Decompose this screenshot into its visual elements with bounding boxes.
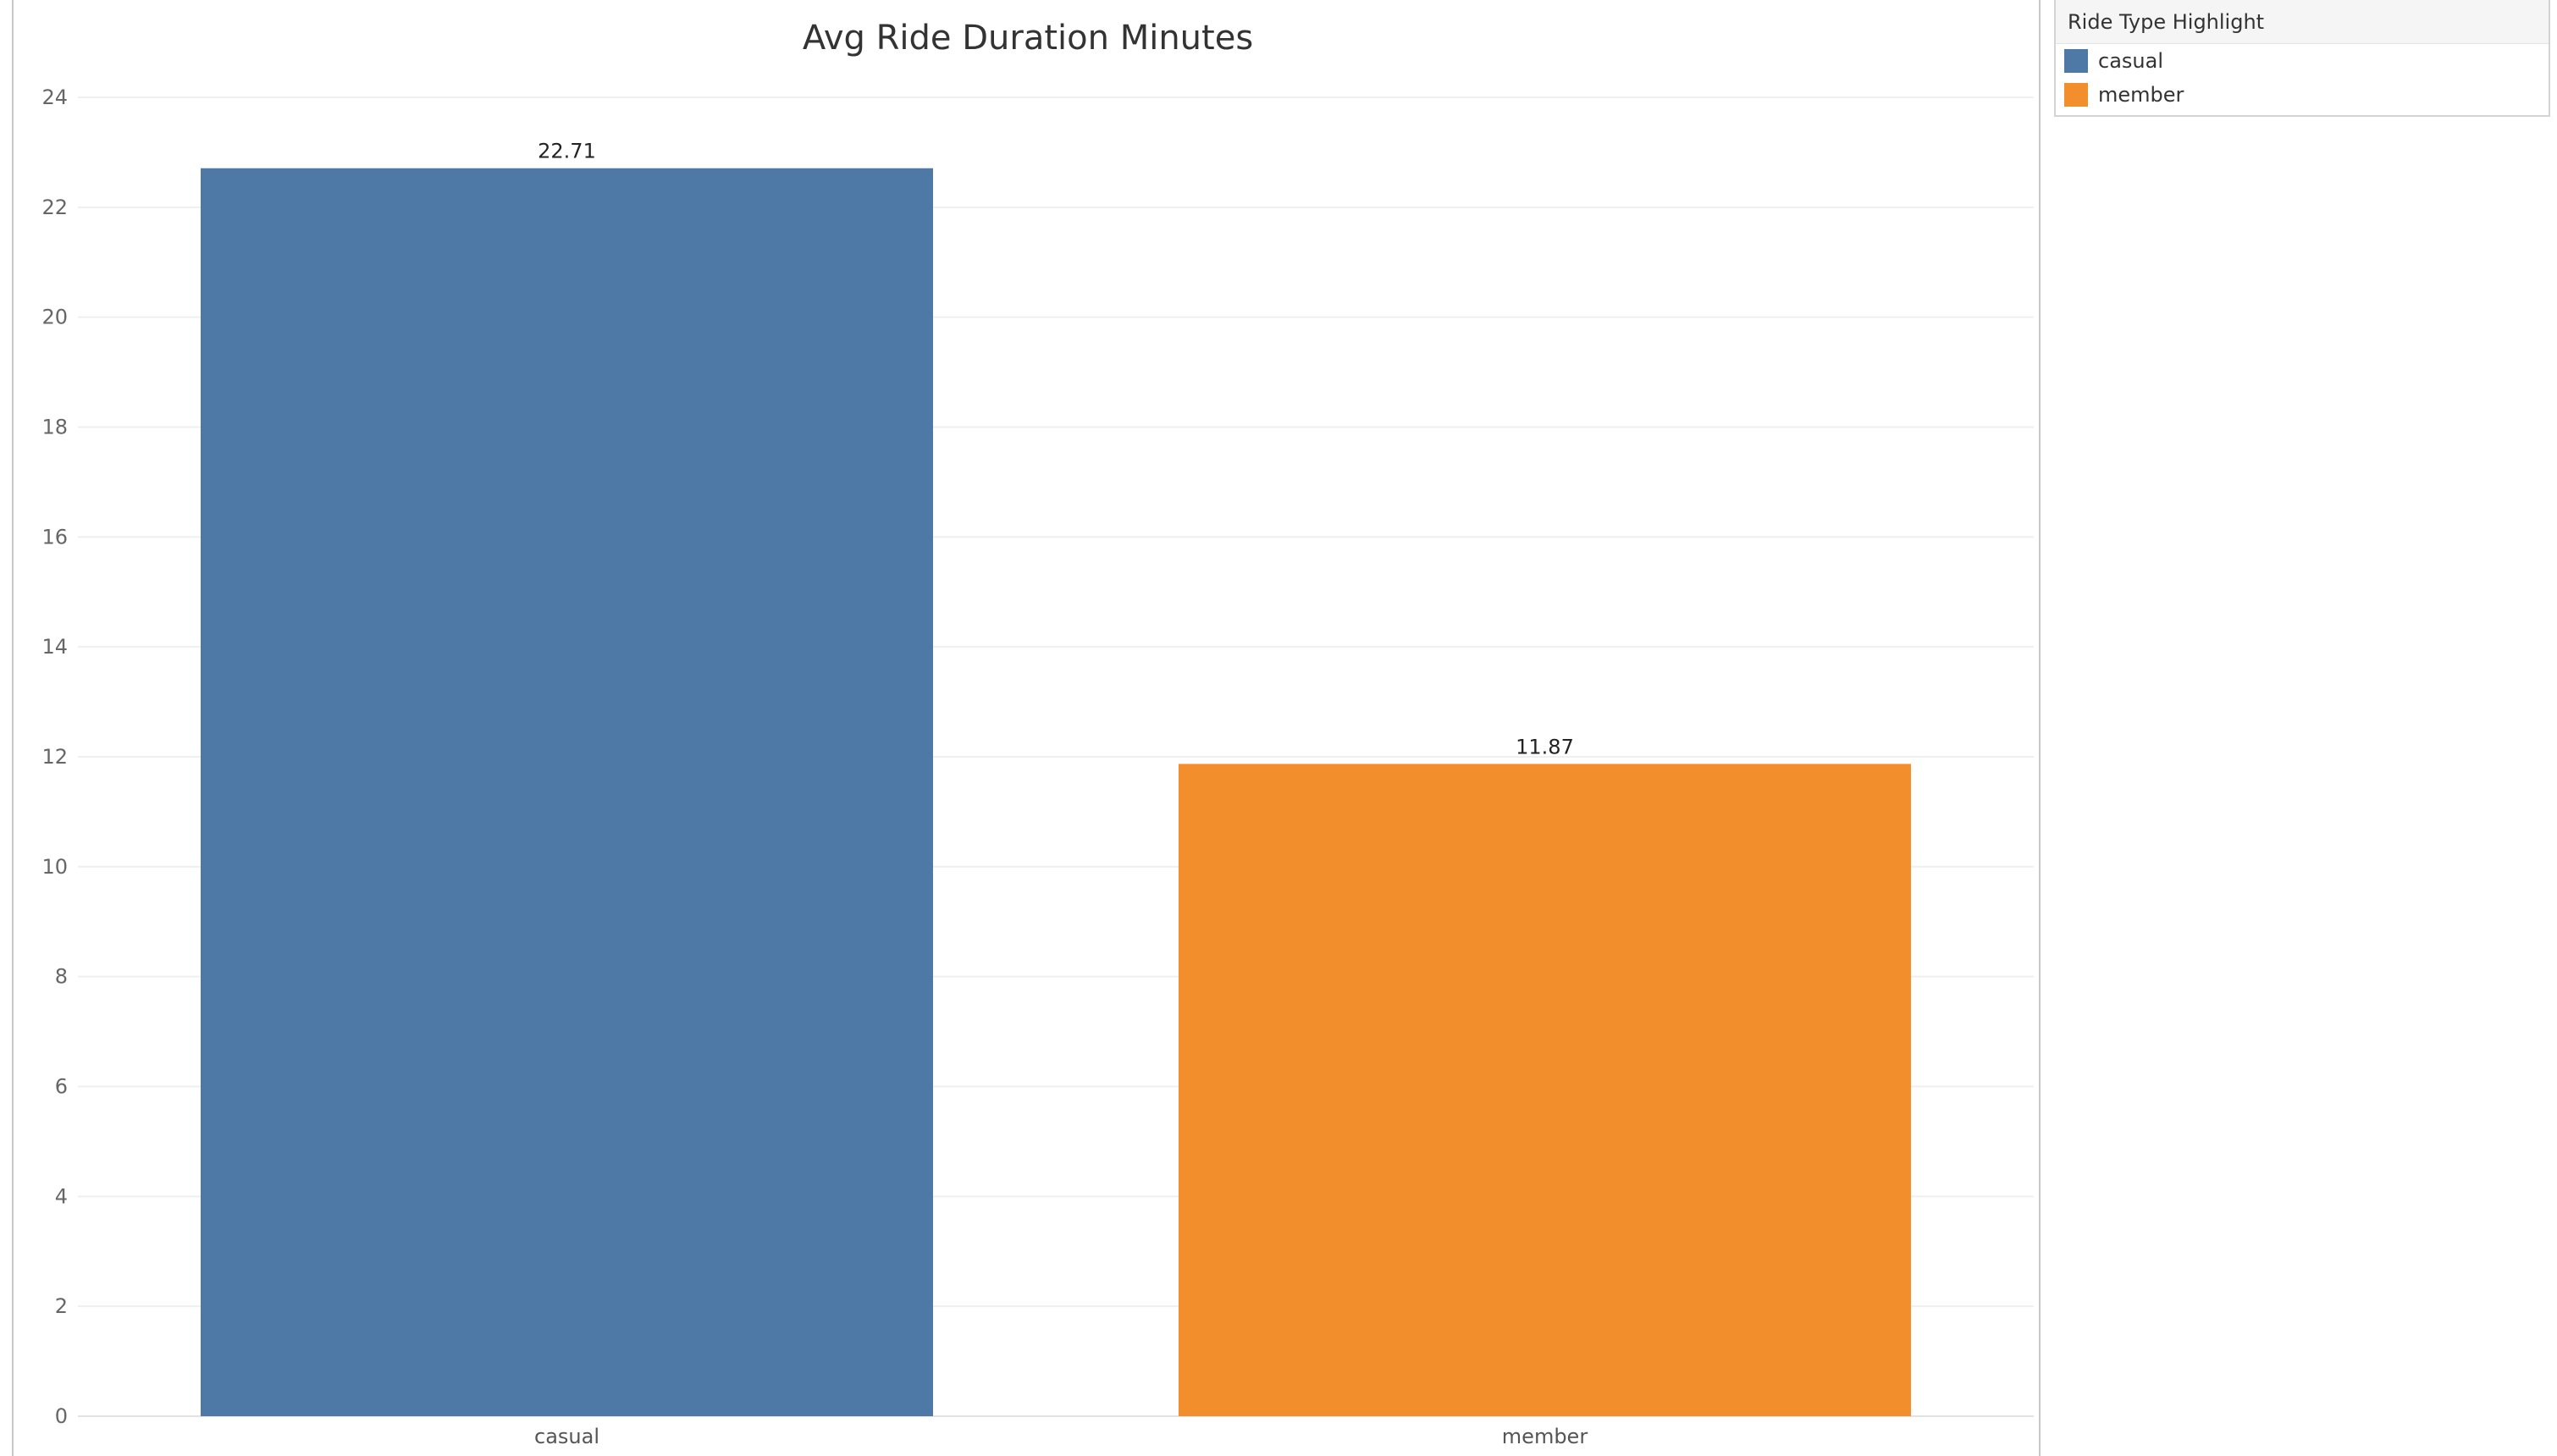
y-tick-label: 22	[41, 196, 68, 219]
chart-title: Avg Ride Duration Minutes	[803, 19, 1253, 58]
y-tick-label: 4	[55, 1184, 68, 1208]
bar-casual[interactable]	[201, 168, 933, 1417]
x-axis-categories: casual member	[534, 1425, 1588, 1448]
legend-swatch-casual	[2064, 49, 2088, 73]
legend: Ride Type Highlight casual member	[2054, 0, 2550, 117]
y-tick-label: 6	[55, 1075, 68, 1099]
data-label-casual: 22.71	[538, 140, 596, 163]
legend-label: member	[2098, 83, 2184, 107]
legend-item-member[interactable]: member	[2056, 78, 2549, 112]
y-tick-label: 18	[41, 416, 68, 439]
y-tick-label: 10	[41, 855, 68, 879]
y-tick-label: 20	[41, 306, 68, 329]
x-category-label-casual: casual	[534, 1425, 599, 1448]
legend-label: casual	[2098, 49, 2163, 73]
x-category-label-member: member	[1502, 1425, 1588, 1448]
y-tick-label: 14	[41, 635, 68, 659]
y-tick-label: 16	[41, 525, 68, 549]
data-label-member: 11.87	[1516, 735, 1574, 758]
legend-item-casual[interactable]: casual	[2056, 44, 2549, 78]
bar-chart: Avg Ride Duration Minutes 02468101214161…	[41, 19, 2034, 1448]
legend-swatch-member	[2064, 83, 2088, 107]
bar-member[interactable]	[1179, 764, 1911, 1416]
data-labels: 22.71 11.87	[538, 140, 1574, 759]
y-tick-label: 24	[41, 85, 68, 109]
y-tick-label: 12	[41, 745, 68, 769]
legend-title: Ride Type Highlight	[2056, 0, 2549, 44]
bars	[201, 168, 1911, 1417]
y-tick-label: 2	[55, 1294, 68, 1318]
y-tick-label: 8	[55, 965, 68, 989]
chart-panel: Avg Ride Duration Minutes 0 2 4 6 8 10 12 14 16 1…	[12, 0, 2041, 1456]
y-tick-label: 0	[55, 1404, 68, 1428]
